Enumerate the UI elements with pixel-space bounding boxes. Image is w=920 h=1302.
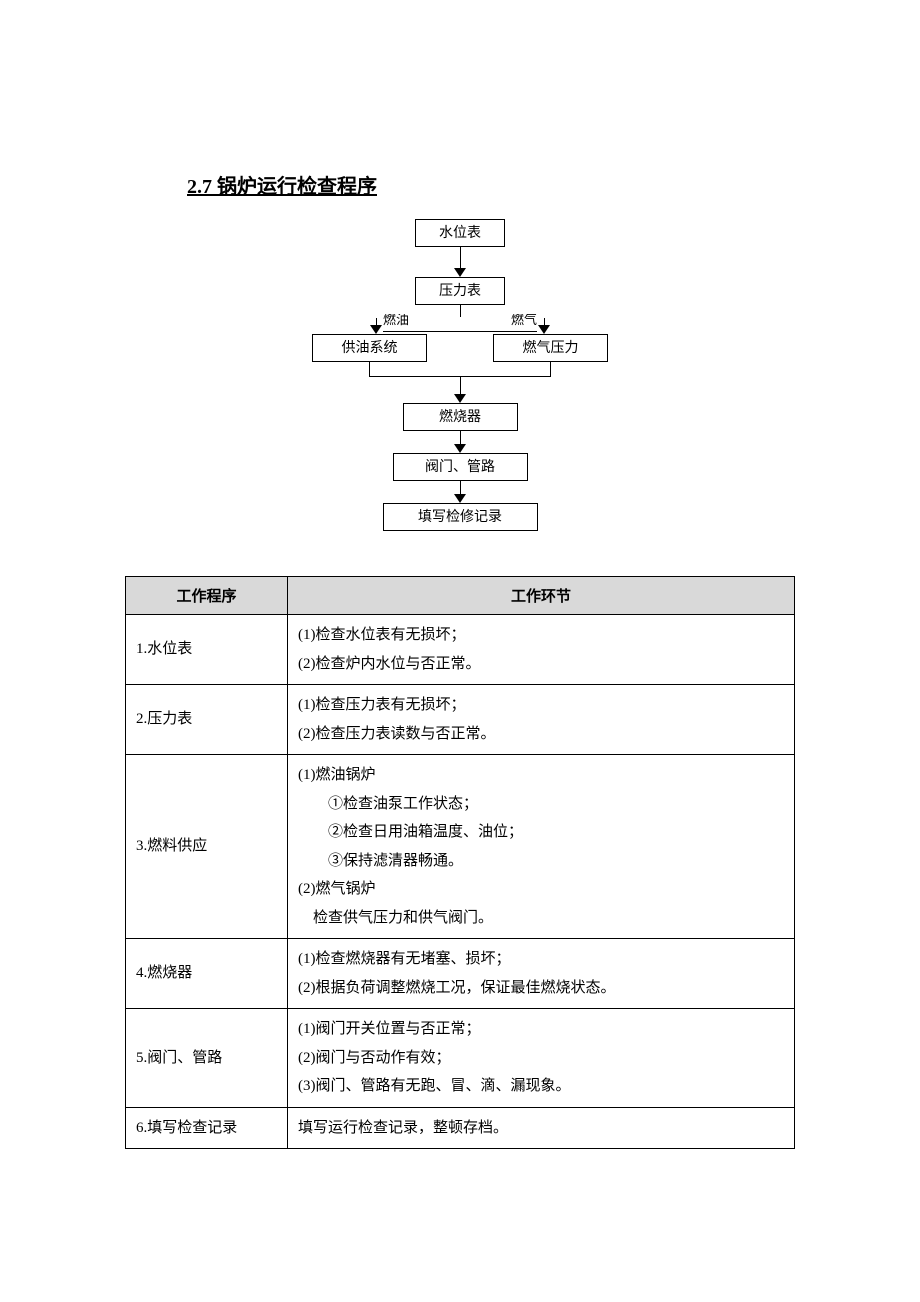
step-line: 检查供气压力和供气阀门。 <box>298 904 784 933</box>
flow-node-gas-pressure: 燃气压力 <box>493 334 608 362</box>
step-line: (2)根据负荷调整燃烧工况，保证最佳燃烧状态。 <box>298 974 784 1003</box>
table-header-row: 工作程序 工作环节 <box>126 577 795 615</box>
document-title: 2.7 锅炉运行检查程序 <box>187 170 795 199</box>
flow-arrow <box>454 431 466 453</box>
flow-node-water-gauge: 水位表 <box>415 219 505 247</box>
flow-arrow <box>454 481 466 503</box>
branch-label-gas: 燃气 <box>511 314 537 328</box>
table-row: 5.阀门、管路(1)阀门开关位置与否正常；(2)阀门与否动作有效；(3)阀门、管… <box>126 1009 795 1108</box>
step-line: ①检查油泵工作状态； <box>298 790 784 819</box>
flow-arrow <box>454 247 466 277</box>
steps-cell: (1)阀门开关位置与否正常；(2)阀门与否动作有效；(3)阀门、管路有无跑、冒、… <box>288 1009 795 1108</box>
step-line: ②检查日用油箱温度、油位； <box>298 818 784 847</box>
branch-label-oil: 燃油 <box>383 314 409 328</box>
steps-cell: (1)燃油锅炉①检查油泵工作状态；②检查日用油箱温度、油位；③保持滤清器畅通。(… <box>288 755 795 939</box>
step-line: (2)检查压力表读数与否正常。 <box>298 720 784 749</box>
steps-cell: (1)检查燃烧器有无堵塞、损坏；(2)根据负荷调整燃烧工况，保证最佳燃烧状态。 <box>288 939 795 1009</box>
flow-arrow <box>454 377 466 403</box>
step-line: (2)阀门与否动作有效； <box>298 1044 784 1073</box>
table-row: 1.水位表(1)检查水位表有无损坏；(2)检查炉内水位与否正常。 <box>126 615 795 685</box>
table-row: 4.燃烧器(1)检查燃烧器有无堵塞、损坏；(2)根据负荷调整燃烧工况，保证最佳燃… <box>126 939 795 1009</box>
procedure-cell: 4.燃烧器 <box>126 939 288 1009</box>
step-line: (2)燃气锅炉 <box>298 875 784 904</box>
procedure-cell: 6.填写检查记录 <box>126 1107 288 1149</box>
flow-node-record: 填写检修记录 <box>383 503 538 531</box>
steps-cell: 填写运行检查记录，整顿存档。 <box>288 1107 795 1149</box>
step-line: (1)检查水位表有无损坏； <box>298 621 784 650</box>
step-line: (1)阀门开关位置与否正常； <box>298 1015 784 1044</box>
procedure-cell: 2.压力表 <box>126 685 288 755</box>
procedure-cell: 5.阀门、管路 <box>126 1009 288 1108</box>
table-row: 6.填写检查记录填写运行检查记录，整顿存档。 <box>126 1107 795 1149</box>
step-line: (3)阀门、管路有无跑、冒、滴、漏现象。 <box>298 1072 784 1101</box>
step-line: (2)检查炉内水位与否正常。 <box>298 650 784 679</box>
table-row: 3.燃料供应(1)燃油锅炉①检查油泵工作状态；②检查日用油箱温度、油位；③保持滤… <box>126 755 795 939</box>
flow-node-valve-pipe: 阀门、管路 <box>393 453 528 481</box>
table-row: 2.压力表(1)检查压力表有无损坏；(2)检查压力表读数与否正常。 <box>126 685 795 755</box>
steps-cell: (1)检查压力表有无损坏；(2)检查压力表读数与否正常。 <box>288 685 795 755</box>
step-line: (1)检查压力表有无损坏； <box>298 691 784 720</box>
step-line: (1)燃油锅炉 <box>298 761 784 790</box>
step-line: (1)检查燃烧器有无堵塞、损坏； <box>298 945 784 974</box>
procedure-cell: 1.水位表 <box>126 615 288 685</box>
table-header-steps: 工作环节 <box>288 577 795 615</box>
procedure-table: 工作程序 工作环节 1.水位表(1)检查水位表有无损坏；(2)检查炉内水位与否正… <box>125 576 795 1149</box>
flow-node-burner: 燃烧器 <box>403 403 518 431</box>
procedure-cell: 3.燃料供应 <box>126 755 288 939</box>
steps-cell: (1)检查水位表有无损坏；(2)检查炉内水位与否正常。 <box>288 615 795 685</box>
table-header-procedure: 工作程序 <box>126 577 288 615</box>
flowchart-container: 水位表 压力表 燃油 供油系统 燃气 <box>125 219 795 531</box>
step-line: ③保持滤清器畅通。 <box>298 847 784 876</box>
flow-node-pressure-gauge: 压力表 <box>415 277 505 305</box>
step-line: 填写运行检查记录，整顿存档。 <box>298 1114 784 1143</box>
flow-node-oil-system: 供油系统 <box>312 334 427 362</box>
